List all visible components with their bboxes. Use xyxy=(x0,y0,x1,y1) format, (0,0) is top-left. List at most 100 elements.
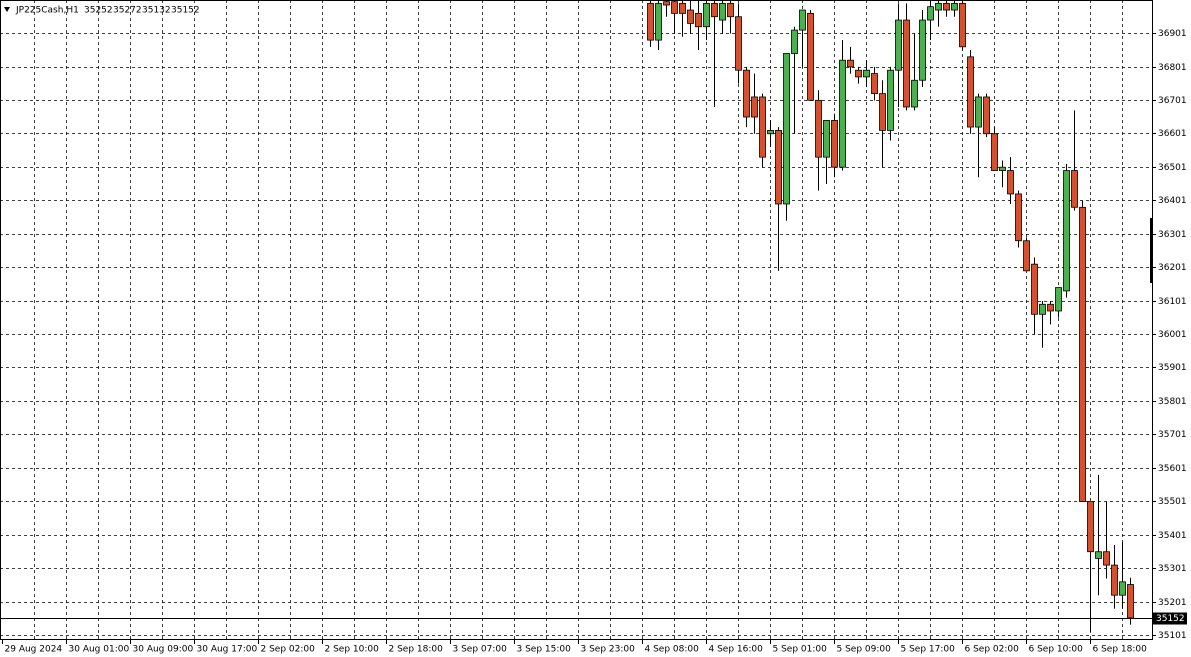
candle-body xyxy=(1023,240,1030,272)
candle-body xyxy=(671,1,678,14)
candle-body xyxy=(1039,303,1046,315)
candle-body xyxy=(1079,206,1086,502)
y-tick-label: 36901 xyxy=(1158,29,1187,39)
x-tick-label: 3 Sep 07:00 xyxy=(453,645,508,655)
candle-body xyxy=(1047,303,1054,312)
candle-body xyxy=(751,96,758,118)
y-tick-label: 35601 xyxy=(1158,464,1187,474)
last-price-box xyxy=(1153,612,1187,625)
header-value: 35132 xyxy=(142,6,171,16)
candle-body xyxy=(1031,263,1038,315)
x-tick-label: 6 Sep 18:00 xyxy=(1093,645,1148,655)
x-tick-label: 4 Sep 16:00 xyxy=(709,645,764,655)
last-price-label: 35152 xyxy=(1156,614,1185,624)
candle-body xyxy=(887,69,894,131)
candle-body xyxy=(847,59,854,68)
candle-body xyxy=(1007,170,1014,195)
candle-body xyxy=(967,56,974,128)
candle-body xyxy=(647,2,654,41)
plot-frame xyxy=(0,0,1153,640)
candle-body xyxy=(855,69,862,78)
candle-body xyxy=(1103,551,1110,566)
y-tick-label: 36501 xyxy=(1158,163,1187,173)
candle-body xyxy=(1071,170,1078,208)
header-value: 35252 xyxy=(84,6,113,16)
y-tick-label: 35801 xyxy=(1158,397,1187,407)
candle-body xyxy=(703,2,710,28)
candle-body xyxy=(719,2,726,21)
candle-body xyxy=(879,93,886,131)
candle-body xyxy=(679,2,686,14)
candle-body xyxy=(903,19,910,108)
candle-body xyxy=(799,9,806,31)
y-tick-label: 35401 xyxy=(1158,531,1187,541)
candle-body xyxy=(783,53,790,205)
candle-body xyxy=(695,12,702,28)
x-tick-label: 30 Aug 09:00 xyxy=(133,645,194,655)
candle-body xyxy=(831,119,838,168)
candle-body xyxy=(871,73,878,95)
header-value: 35272 xyxy=(113,6,142,16)
y-tick-label: 35701 xyxy=(1158,430,1187,440)
candle-body xyxy=(1087,501,1094,553)
candle-body xyxy=(1015,193,1022,242)
candle-body xyxy=(911,79,918,108)
y-tick-label: 36301 xyxy=(1158,230,1187,240)
x-tick-label: 5 Sep 09:00 xyxy=(837,645,892,655)
candle-body xyxy=(927,6,934,21)
x-tick-label: 4 Sep 08:00 xyxy=(645,645,700,655)
candle-body xyxy=(1055,287,1062,312)
candle-body xyxy=(759,96,766,158)
candle-body xyxy=(895,19,902,71)
y-tick-label: 36801 xyxy=(1158,63,1187,73)
candle-body xyxy=(791,29,798,54)
candle-body xyxy=(727,2,734,18)
x-tick-label: 29 Aug 2024 xyxy=(5,645,63,655)
candle-body xyxy=(775,130,782,205)
candle-body xyxy=(1119,581,1126,596)
x-tick-label: 6 Sep 02:00 xyxy=(965,645,1020,655)
x-tick-label: 5 Sep 01:00 xyxy=(773,645,828,655)
candle-body xyxy=(815,99,822,158)
candle-body xyxy=(863,69,870,78)
y-tick-label: 35501 xyxy=(1158,497,1187,507)
candle-body xyxy=(999,166,1006,171)
y-tick-label: 35301 xyxy=(1158,564,1187,574)
candle-body xyxy=(823,119,830,158)
y-tick-label: 36101 xyxy=(1158,297,1187,307)
candle-body xyxy=(959,2,966,48)
candle-body xyxy=(951,2,958,11)
x-tick-label: 30 Aug 17:00 xyxy=(197,645,258,655)
y-tick-label: 36601 xyxy=(1158,129,1187,139)
x-tick-label: 3 Sep 23:00 xyxy=(581,645,636,655)
candle-body xyxy=(663,1,670,6)
candle-body xyxy=(991,133,998,171)
candle-body xyxy=(711,2,718,18)
y-tick-label: 36401 xyxy=(1158,196,1187,206)
candle-body xyxy=(1063,170,1070,292)
x-tick-label: 3 Sep 15:00 xyxy=(517,645,572,655)
x-tick-label: 5 Sep 17:00 xyxy=(901,645,956,655)
candle-body xyxy=(687,9,694,24)
vertical-grid xyxy=(34,0,1123,640)
candle-body xyxy=(735,16,742,71)
candle-body xyxy=(743,69,750,118)
y-tick-label: 36001 xyxy=(1158,330,1187,340)
menu-arrow[interactable] xyxy=(4,7,10,12)
candle-body xyxy=(1111,564,1118,596)
candle-body xyxy=(767,130,774,135)
x-tick-label: 6 Sep 10:00 xyxy=(1029,645,1084,655)
y-tick-label: 35201 xyxy=(1158,598,1187,608)
x-tick-label: 30 Aug 01:00 xyxy=(69,645,130,655)
candle-body xyxy=(655,2,662,41)
x-tick-label: 2 Sep 18:00 xyxy=(389,645,444,655)
candle-body xyxy=(807,12,814,101)
y-tick-label: 35101 xyxy=(1158,631,1187,641)
candle-body xyxy=(935,2,942,11)
candle-body xyxy=(1127,584,1134,619)
header-value: 35152 xyxy=(171,6,200,16)
candle-body xyxy=(943,2,950,11)
scroll-marker xyxy=(1150,218,1152,283)
candle-body xyxy=(983,96,990,135)
